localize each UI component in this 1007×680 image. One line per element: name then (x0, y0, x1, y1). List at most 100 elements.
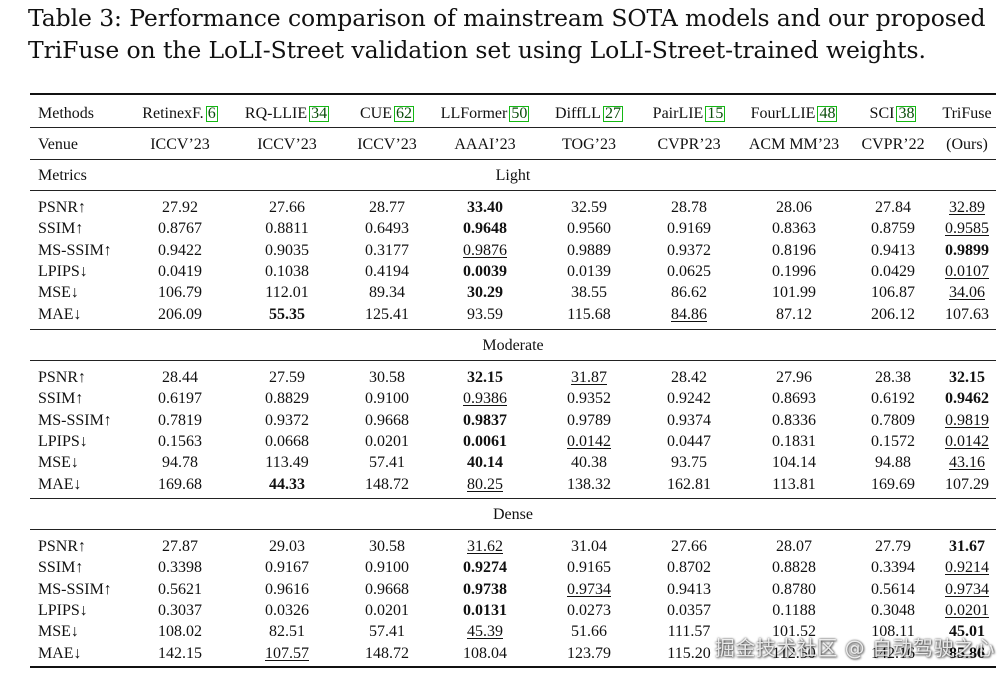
method-name: CUE (360, 105, 392, 122)
best-value: 30.29 (467, 284, 503, 302)
value-cell: 27.87 (162, 538, 198, 555)
value-cell: 0.3398 (158, 559, 202, 577)
best-value: 0.9899 (945, 241, 989, 259)
value-cell: 38.55 (571, 284, 607, 302)
value-cell: 108.04 (463, 644, 507, 662)
value-cell: 148.72 (365, 644, 409, 662)
method-name: LLFormer (440, 105, 508, 122)
value-cell: 0.0625 (667, 262, 711, 280)
value-cell: 123.79 (567, 644, 611, 662)
value-cell: 107.57 (237, 643, 337, 664)
best-value: 0.9648 (463, 220, 507, 238)
value-cell: 30.58 (369, 369, 405, 386)
second-best-value: 0.0142 (567, 432, 611, 450)
value-cell: 0.9386 (435, 388, 535, 409)
second-best-value: 0.0107 (945, 262, 989, 280)
value-cell: 101.52 (772, 623, 816, 641)
value-cell: 0.6493 (365, 220, 409, 238)
value-cell: 0.8780 (772, 580, 816, 598)
value-cell: 0.0142 (539, 431, 639, 452)
best-value: 55.35 (269, 305, 305, 323)
value-cell: 111.57 (667, 623, 711, 641)
best-value: 0.9274 (463, 559, 507, 577)
value-cell: 0.1831 (772, 432, 816, 450)
value-cell: 0.1572 (871, 432, 915, 450)
value-cell: 0.9372 (667, 241, 711, 259)
best-value: 85.86 (949, 644, 985, 662)
value-cell: 89.34 (369, 284, 405, 302)
methods-label: Methods (38, 105, 94, 122)
value-cell: 142.15 (158, 644, 202, 662)
value-cell: 0.0061 (435, 431, 535, 452)
value-cell: 0.1188 (772, 601, 816, 619)
value-cell: 104.14 (772, 454, 816, 472)
value-cell: 0.7819 (158, 411, 202, 429)
value-cell: 45.01 (917, 621, 1007, 642)
watermark: 掘金技术社区 @ 自动驾驶之心 (714, 636, 995, 660)
value-cell: 30.58 (369, 538, 405, 555)
second-best-value: 31.87 (571, 369, 607, 386)
best-value: 40.14 (467, 454, 503, 472)
best-value: 0.9837 (463, 411, 507, 429)
table-row: PSNR↑ 27.92 27.66 28.77 33.40 32.59 28.78 28.06… (30, 197, 996, 218)
value-cell: 44.33 (237, 474, 337, 495)
table-row: MAE↓ 142.15 107.57 148.72 108.04 123.79 115.20… (30, 643, 996, 664)
metric-name: MS-SSIM↑ (38, 580, 112, 598)
metric-name: LPIPS↓ (38, 601, 88, 619)
value-cell: 0.9899 (917, 240, 1007, 261)
value-cell: 0.0142 (917, 431, 1007, 452)
value-cell: 0.0668 (265, 432, 309, 450)
value-cell: 0.9668 (365, 580, 409, 598)
method-name: DiffLL (555, 105, 601, 122)
value-cell: 0.5614 (871, 580, 915, 598)
value-cell: 31.67 (917, 536, 1007, 557)
value-cell: 86.62 (671, 284, 707, 302)
value-cell: 0.9413 (667, 580, 711, 598)
method-header: LLFormer 50 (430, 103, 540, 124)
value-cell: 27.66 (671, 538, 707, 555)
value-cell: 0.9169 (667, 220, 711, 238)
value-cell: 0.1563 (158, 432, 202, 450)
venue-cell: ICCV’23 (357, 136, 417, 153)
method-header: RQ-LLIE 34 (232, 103, 342, 124)
value-cell: 0.1996 (772, 262, 816, 280)
value-cell: 31.87 (539, 367, 639, 388)
value-cell: 0.0273 (567, 601, 611, 619)
metric-name: MS-SSIM↑ (38, 241, 112, 259)
section-end-rule (30, 329, 996, 330)
value-cell: 169.68 (158, 475, 202, 493)
value-cell: 32.15 (917, 367, 1007, 388)
value-cell: 148.72 (365, 475, 409, 493)
venue-label: Venue (38, 136, 78, 153)
value-cell: 0.3394 (871, 559, 915, 577)
value-cell: 29.03 (269, 538, 305, 555)
venue-cell: TOG’23 (562, 136, 616, 153)
value-cell: 0.9242 (667, 390, 711, 408)
value-cell: 94.88 (875, 454, 911, 472)
value-cell: 106.79 (158, 284, 202, 302)
value-cell: 0.9100 (365, 559, 409, 577)
metric-name: SSIM↑ (38, 390, 84, 408)
citation-link: 38 (896, 105, 917, 122)
metric-name: MS-SSIM↑ (38, 411, 112, 429)
value-cell: 0.6192 (871, 390, 915, 408)
value-cell: 27.96 (776, 369, 812, 386)
method-name: PairLIE (652, 105, 704, 122)
second-best-value: 107.57 (265, 644, 309, 662)
value-cell: 43.16 (917, 452, 1007, 473)
value-cell: 93.75 (671, 454, 707, 472)
venue-cell: ICCV’23 (150, 136, 210, 153)
table-row: SSIM↑ 0.6197 0.8829 0.9100 0.9386 0.9352 0.924… (30, 388, 996, 409)
value-cell: 0.0429 (871, 262, 915, 280)
metric-name: PSNR↑ (38, 199, 87, 216)
value-cell: 0.0201 (917, 600, 1007, 621)
value-cell: 80.25 (435, 474, 535, 495)
best-value: 32.15 (467, 369, 503, 386)
metric-name: LPIPS↓ (38, 432, 88, 450)
value-cell: 55.35 (237, 304, 337, 325)
value-cell: 0.9789 (567, 411, 611, 429)
second-best-value: 80.25 (467, 475, 503, 493)
value-cell: 40.38 (571, 454, 607, 472)
citation-link: 6 (205, 105, 218, 122)
value-cell: 28.06 (776, 199, 812, 216)
